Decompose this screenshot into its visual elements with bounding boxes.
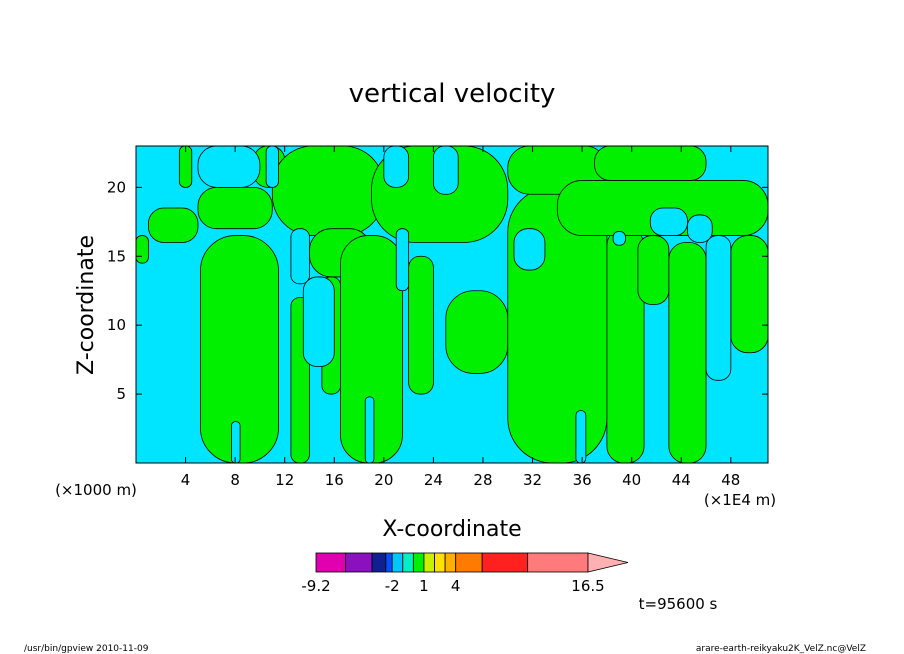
positive-velocity-region [147, 207, 199, 243]
x-tick-label: 40 [622, 471, 641, 489]
positive-velocity-region [136, 235, 149, 264]
x-tick-label: 48 [721, 471, 740, 489]
x-tick-label: 12 [275, 471, 294, 489]
negative-velocity-region [395, 228, 410, 292]
plot-area [136, 146, 768, 463]
colorbar-label: 1 [419, 577, 429, 595]
colorbar-segment [481, 552, 529, 573]
positive-velocity-region [340, 235, 403, 463]
colorbar-label: -9.2 [301, 577, 330, 595]
x-axis-ticks: 4 8 12 16 20 24 28 32 36 40 44 48 [181, 146, 740, 489]
negative-velocity-region [231, 421, 241, 463]
x-tick-label: 8 [230, 471, 240, 489]
x-tick-label: 32 [523, 471, 542, 489]
colorbar-segment [444, 552, 457, 573]
positive-velocity-region [668, 242, 707, 463]
y-tick-label: 15 [107, 247, 126, 265]
negative-velocity-region [265, 146, 279, 188]
negative-velocity-region [705, 235, 732, 381]
x-tick-label: 4 [181, 471, 191, 489]
negative-velocity-region [290, 228, 310, 285]
x-tick-label: 44 [672, 471, 691, 489]
x-tick-label: 16 [325, 471, 344, 489]
colorbar-segment [423, 552, 435, 573]
x-tick-label: 24 [424, 471, 443, 489]
y-axis-ticks: 5 10 15 20 [107, 178, 768, 403]
positive-velocity-region [178, 146, 193, 188]
y-tick-label: 20 [107, 178, 126, 196]
colorbar-segment [315, 552, 347, 573]
colorbar-label: 16.5 [571, 577, 604, 595]
negative-velocity-region [513, 228, 546, 271]
footer-right: arare-earth-reikyaku2K_VelZ.nc@VelZ [696, 644, 866, 654]
positive-velocity-region [271, 146, 385, 236]
colorbar-segment [391, 552, 404, 573]
positive-velocity-region [637, 235, 670, 305]
positive-velocity-region [730, 235, 768, 354]
plot-frame [135, 145, 769, 464]
colorbar-segment [455, 552, 483, 573]
positive-velocity-region [594, 146, 707, 181]
colorbar-segment [527, 552, 589, 573]
negative-velocity-region [433, 146, 459, 195]
negative-velocity-region [649, 207, 688, 236]
y-axis-label: Z-coordinate [74, 235, 99, 375]
negative-velocity-region [575, 410, 587, 463]
footer-left: /usr/bin/gpview 2010-11-09 [24, 644, 149, 654]
y-tick-label: 5 [116, 385, 126, 403]
positive-velocity-region [408, 255, 434, 395]
colorbar: -9.2 -2 1 4 16.5 [301, 552, 629, 595]
negative-velocity-region [612, 231, 626, 246]
x-unit-note: (×1000 m) [55, 481, 137, 499]
y-tick-label: 10 [107, 316, 126, 334]
time-label: t=95600 s [639, 595, 718, 613]
negative-velocity-region [383, 146, 410, 188]
negative-velocity-region [364, 396, 375, 463]
negative-velocity-region [197, 146, 261, 188]
negative-velocity-region [687, 214, 713, 243]
x-tick-label: 36 [573, 471, 592, 489]
colorbar-segment [402, 552, 414, 573]
chart-title: vertical velocity [349, 79, 556, 109]
colorbar-label: -2 [385, 577, 400, 595]
positive-velocity-region [197, 186, 273, 230]
colorbar-segment [385, 552, 393, 573]
colorbar-segment [371, 552, 387, 573]
positive-velocity-region [200, 235, 279, 463]
x-scale-note: (×1E4 m) [704, 491, 776, 509]
colorbar-segment [412, 552, 425, 573]
negative-velocity-regions [197, 146, 732, 463]
colorbar-label: 4 [451, 577, 461, 595]
colorbar-segment [434, 552, 446, 573]
x-tick-label: 20 [374, 471, 393, 489]
colorbar-segment [345, 552, 373, 573]
x-tick-label: 28 [473, 471, 492, 489]
negative-velocity-region [302, 276, 335, 367]
positive-velocity-regions [136, 146, 768, 463]
positive-velocity-region [445, 290, 509, 374]
x-axis-label: X-coordinate [382, 517, 521, 542]
colorbar-extend-arrow [587, 552, 629, 573]
